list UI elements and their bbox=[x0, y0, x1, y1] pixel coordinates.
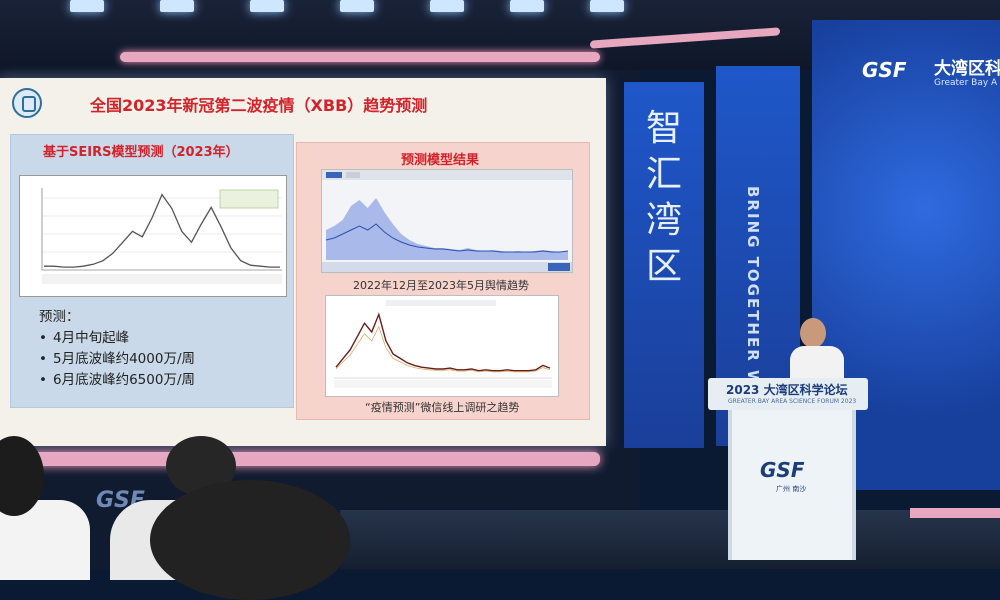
chart-scroll-handle bbox=[548, 263, 570, 271]
forecast-heading: 预测： bbox=[39, 309, 80, 325]
podium-gsf-logo: GSF bbox=[760, 458, 805, 482]
forecast-item: 4月中旬起峰 bbox=[39, 328, 195, 349]
chart-tab bbox=[346, 172, 360, 178]
institution-logo-icon bbox=[12, 88, 42, 118]
speaker-head bbox=[800, 318, 826, 348]
podium-title-cn: 2023 大湾区科学论坛 bbox=[726, 383, 848, 397]
sentiment-trend-caption: 2022年12月至2023年5月舆情趋势 bbox=[353, 279, 529, 292]
survey-x-tick-area bbox=[334, 380, 552, 388]
survey-legend bbox=[386, 300, 496, 306]
seirs-chart bbox=[19, 175, 287, 297]
seirs-legend bbox=[219, 189, 279, 209]
chart-toolbar bbox=[322, 170, 572, 180]
chart-tab-active bbox=[326, 172, 342, 178]
seirs-series-line bbox=[44, 193, 280, 268]
vertical-banner-left: 智汇湾区 bbox=[624, 82, 704, 448]
survey-series-line-2 bbox=[335, 325, 551, 373]
seirs-panel-title: 基于SEIRS模型预测（2023年） bbox=[43, 145, 239, 160]
podium-logo-sub: 广州 南沙 bbox=[776, 485, 807, 493]
presentation-slide: 全国2023年新冠第二波疫情（XBB）趋势预测 基于SEIRS模型预测（2023… bbox=[0, 78, 606, 446]
sentiment-area-series bbox=[326, 198, 568, 260]
gsf-logo: GSF bbox=[862, 58, 907, 82]
forecast-item: 5月底波峰约4000万/周 bbox=[39, 349, 195, 370]
model-results-panel: 预测模型结果 2022年12月至2023年5月舆情趋势 “疫情预测”微信线上调研… bbox=[296, 142, 590, 420]
sentiment-trend-chart bbox=[321, 169, 573, 273]
forecast-list: 预测： 4月中旬起峰 5月底波峰约4000万/周 6月底波峰约6500万/周 bbox=[39, 307, 195, 391]
banner-slogan-cn: 智汇湾区 bbox=[645, 108, 682, 287]
neon-strip-low bbox=[30, 452, 600, 466]
seirs-panel: 基于SEIRS模型预测（2023年） 预测： 4月中旬起峰 5月底波峰约4000… bbox=[10, 134, 294, 408]
sentiment-line-series bbox=[325, 223, 569, 253]
survey-trend-caption: “疫情预测”微信线上调研之趋势 bbox=[365, 401, 520, 414]
forum-title-cn: 大湾区科 bbox=[934, 59, 1000, 79]
model-results-title: 预测模型结果 bbox=[401, 153, 480, 168]
chart-scrollbar bbox=[322, 262, 572, 272]
slide-title: 全国2023年新冠第二波疫情（XBB）趋势预测 bbox=[90, 96, 428, 115]
survey-trend-chart bbox=[325, 295, 559, 397]
forecast-item: 6月底波峰约6500万/周 bbox=[39, 370, 195, 391]
seirs-x-tick-area bbox=[42, 274, 282, 284]
podium-top: 2023 大湾区科学论坛 GREATER BAY AREA SCIENCE FO… bbox=[708, 378, 868, 410]
audience-member-head-foreground bbox=[150, 480, 350, 600]
podium: GSF 广州 南沙 bbox=[728, 410, 856, 560]
banner-slogan-en: BRING TOGETHER W bbox=[744, 186, 762, 389]
podium-title-en: GREATER BAY AREA SCIENCE FORUM 2023 bbox=[728, 398, 857, 405]
neon-strip-top bbox=[120, 52, 600, 62]
stage-floor bbox=[340, 510, 1000, 569]
stage-lights bbox=[0, 0, 640, 14]
survey-series-line bbox=[335, 312, 551, 372]
forum-title-en: Greater Bay A bbox=[934, 78, 998, 88]
neon-strip-right bbox=[910, 508, 1000, 518]
